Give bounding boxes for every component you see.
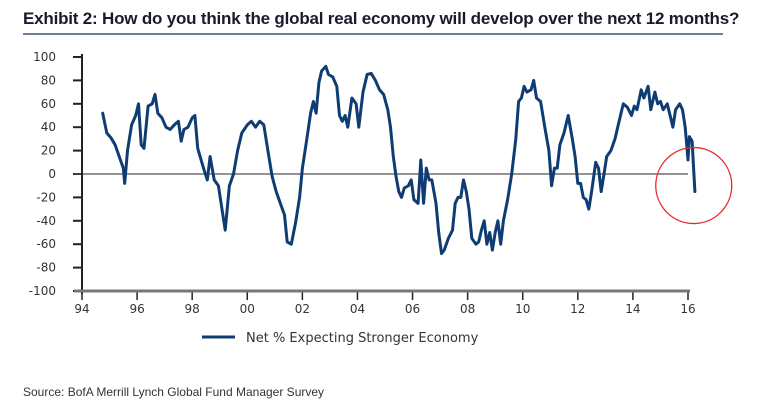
y-tick-label: -60 — [36, 237, 56, 251]
x-tick-label: 14 — [625, 302, 640, 316]
x-tick-label: 16 — [680, 302, 695, 316]
x-tick-label: 06 — [405, 302, 420, 316]
chart-title: Exhibit 2: How do you think the global r… — [23, 9, 739, 35]
y-tick-label: 100 — [33, 50, 56, 64]
x-tick-label: 94 — [74, 302, 89, 316]
x-tick-label: 02 — [295, 302, 310, 316]
legend: Net % Expecting Stronger Economy — [202, 331, 479, 346]
y-tick-label: -100 — [29, 284, 56, 298]
x-tick-label: 96 — [129, 302, 144, 316]
y-tick-label: -40 — [36, 214, 56, 228]
x-tick-label: 04 — [350, 302, 365, 316]
legend-label: Net % Expecting Stronger Economy — [246, 331, 479, 346]
y-tick-label: -80 — [36, 261, 56, 275]
y-tick-label: 0 — [48, 167, 56, 181]
x-tick-label: 98 — [185, 302, 200, 316]
x-tick-label: 08 — [460, 302, 475, 316]
source-note: Source: BofA Merrill Lynch Global Fund M… — [23, 385, 325, 399]
x-tick-label: 12 — [570, 302, 585, 316]
y-tick-label: 60 — [41, 97, 56, 111]
y-axis: 100 80 60 40 20 0 -20 -40 -60 -80 -100 — [29, 50, 82, 298]
y-tick-label: 40 — [41, 120, 56, 134]
y-tick-label: -20 — [36, 190, 56, 204]
y-tick-label: 20 — [41, 144, 56, 158]
x-tick-label: 10 — [515, 302, 530, 316]
x-tick-label: 00 — [240, 302, 255, 316]
highlight-circle-annotation — [655, 146, 733, 225]
y-tick-label: 80 — [41, 73, 56, 87]
series-line-net-expecting-stronger-economy — [101, 64, 697, 256]
x-axis: 94 96 98 00 02 04 06 08 10 12 14 16 — [74, 291, 696, 316]
